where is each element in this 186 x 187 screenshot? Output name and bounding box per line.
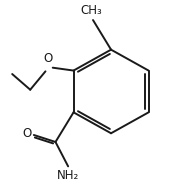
Text: O: O: [44, 52, 53, 65]
Text: NH₂: NH₂: [57, 169, 79, 182]
Text: O: O: [22, 127, 31, 140]
Text: CH₃: CH₃: [80, 4, 102, 17]
